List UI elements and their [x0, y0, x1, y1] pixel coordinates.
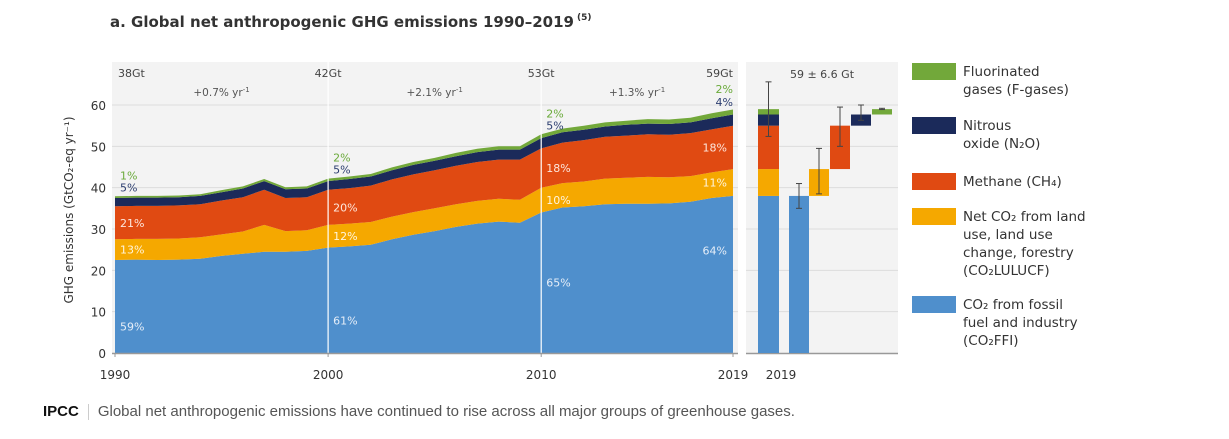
growth-rate-label: +0.7% yr-1 — [193, 86, 249, 99]
legend-swatch — [912, 117, 956, 134]
y-tick-label: 20 — [91, 264, 106, 278]
share-label-fgas: 2% — [333, 152, 350, 165]
uncertainty-x-label: 2019 — [766, 368, 797, 382]
total-label: 42Gt — [315, 67, 343, 80]
legend-label: CO₂ from fossil — [963, 297, 1063, 313]
share-label-fgas: 2% — [716, 83, 733, 96]
total-label: 53Gt — [528, 67, 556, 80]
share-label-n2o: 4% — [716, 96, 733, 109]
x-tick-label: 2019 — [718, 368, 749, 382]
caption-source: IPCC — [43, 403, 89, 420]
error-bar-co2lulucf — [816, 147, 822, 195]
decade-markers — [327, 62, 542, 353]
y-tick-label: 60 — [91, 99, 106, 113]
y-tick-label: 30 — [91, 223, 106, 237]
legend-label: Nitrous — [963, 118, 1011, 134]
legend-swatch — [912, 173, 956, 190]
legend-label: Fluorinated — [963, 64, 1040, 80]
legend-swatch — [912, 63, 956, 80]
error-bar-ch4 — [837, 106, 843, 147]
share-label-fgas: 1% — [120, 169, 137, 182]
y-tick-label: 40 — [91, 182, 106, 196]
legend: Fluorinated gases (F-gases) Nitrous oxide (… — [912, 63, 1086, 349]
legend-label: Net CO₂ from land — [963, 209, 1086, 225]
stacked-areas — [115, 109, 733, 353]
x-tick-label: 2000 — [313, 368, 344, 382]
error-bar-f-gases — [879, 107, 885, 111]
y-tick-label: 0 — [98, 347, 106, 361]
area-nitrous — [115, 114, 733, 207]
share-label-n2o: 5% — [120, 181, 137, 194]
legend-label: (CO₂FFI) — [963, 333, 1019, 349]
share-label-n2o: 5% — [333, 164, 350, 177]
growth-rate-label: +2.1% yr-1 — [406, 86, 462, 99]
total-error-bar — [765, 81, 772, 137]
y-axis-label: GHG emissions (GtCO₂-eq yr⁻¹) — [62, 116, 76, 303]
uncertainty-bars — [758, 81, 892, 353]
uncertainty-total-label: 59 ± 6.6 Gt — [790, 68, 855, 81]
waterfall-bar-co2ffi — [789, 195, 809, 353]
legend-swatch — [912, 296, 956, 313]
legend-item: Fluorinated gases (F-gases) — [912, 63, 1069, 98]
share-label-ch4: 21% — [120, 217, 144, 230]
legend-label: (CO₂LULUCF) — [963, 263, 1050, 279]
main-annotations: 38Gt 42Gt 53Gt 59Gt +0.7% yr-1 +2.1% yr-1 +1.3… — [118, 67, 734, 334]
caption: IPCC Global net anthropogenic emissions … — [43, 403, 795, 420]
stacked-bar-co2lulucf — [758, 169, 779, 196]
stacked-bar-ch4 — [758, 125, 779, 170]
share-label-ffi: 59% — [120, 321, 144, 334]
x-tick-label: 2010 — [526, 368, 557, 382]
area-net — [115, 169, 733, 260]
legend-label: oxide (N₂O) — [963, 136, 1040, 152]
legend-label: use, land use — [963, 227, 1053, 243]
total-label: 38Gt — [118, 67, 146, 80]
share-label-lulucf: 13% — [120, 244, 144, 257]
waterfall-bar-f-gases — [872, 109, 892, 115]
legend-item: CO₂ from fossil fuel and industry (CO₂FFI) — [912, 296, 1078, 349]
share-label-ch4: 20% — [333, 201, 357, 214]
legend-item: Net CO₂ from land use, land use change, fo… — [912, 208, 1086, 279]
share-label-n2o: 5% — [546, 119, 563, 132]
legend-label: fuel and industry — [963, 315, 1078, 331]
share-label-lulucf: 12% — [333, 230, 357, 243]
x-tick-label: 1990 — [100, 368, 131, 382]
share-label-ch4: 18% — [703, 141, 727, 154]
legend-label: gases (F-gases) — [963, 82, 1069, 98]
legend-label: change, forestry — [963, 245, 1074, 261]
legend-item: Methane (CH₄) — [912, 173, 1062, 190]
ghg-emissions-figure: a. Global net anthropogenic GHG emission… — [62, 13, 1086, 382]
stacked-bar-co2ffi — [758, 195, 779, 353]
share-label-ffi: 65% — [546, 277, 570, 290]
share-label-fgas: 2% — [546, 107, 563, 120]
waterfall-bar-ch4 — [830, 125, 850, 170]
y-tick-label: 10 — [91, 306, 106, 320]
growth-rate-label: +1.3% yr-1 — [609, 86, 665, 99]
chart-title: a. Global net anthropogenic GHG emission… — [110, 13, 591, 31]
share-label-ch4: 18% — [546, 162, 570, 175]
share-label-ffi: 61% — [333, 314, 357, 327]
caption-text: Global net anthropogenic emissions have … — [97, 403, 795, 420]
area-methane — [115, 125, 733, 240]
share-label-lulucf: 11% — [703, 177, 727, 190]
error-bar-co2ffi — [796, 183, 802, 209]
main-axes: 0 10 20 30 40 50 60 1990 2000 2010 2019 — [91, 99, 749, 382]
area-co2 — [115, 195, 733, 353]
share-label-ffi: 64% — [703, 244, 727, 257]
error-bar-n2o — [858, 104, 864, 121]
legend-item: Nitrous oxide (N₂O) — [912, 117, 1040, 152]
total-label: 59Gt — [706, 67, 734, 80]
legend-swatch — [912, 208, 956, 225]
share-label-lulucf: 10% — [546, 194, 570, 207]
legend-label: Methane (CH₄) — [963, 174, 1062, 190]
y-tick-label: 50 — [91, 140, 106, 154]
